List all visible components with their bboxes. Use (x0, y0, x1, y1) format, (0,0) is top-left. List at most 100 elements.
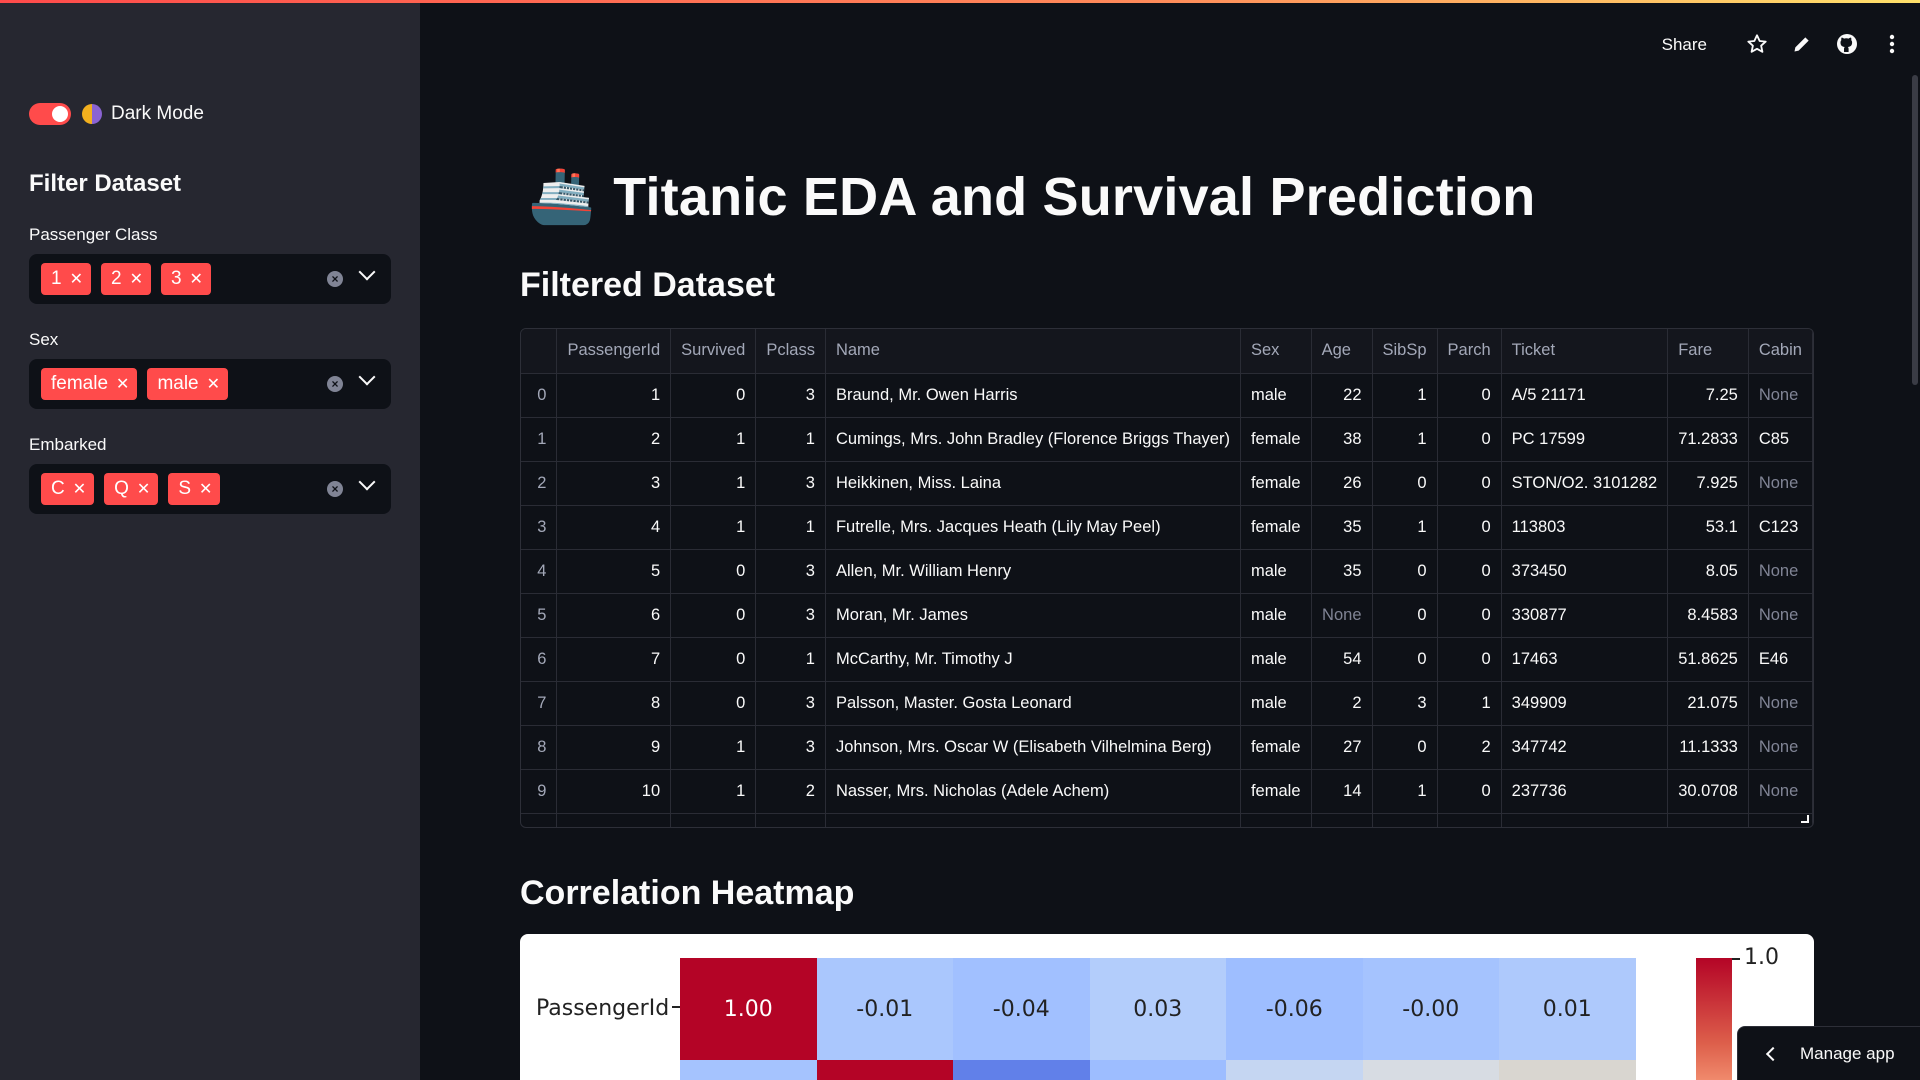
cell-fare[interactable]: 8.4583 (1667, 593, 1749, 638)
chip-embarked-s[interactable]: S ✕ (168, 473, 221, 505)
cell-pclass[interactable]: 3 (755, 593, 826, 638)
cell-ticket[interactable]: 347742 (1501, 725, 1669, 770)
cell-index[interactable]: 5 (521, 593, 558, 638)
chip-male[interactable]: male ✕ (147, 368, 229, 400)
github-icon[interactable] (1834, 31, 1860, 57)
cell-sex[interactable]: male (1240, 593, 1312, 638)
cell-index[interactable]: 9 (521, 769, 558, 814)
cell-sex[interactable]: male (1240, 637, 1312, 682)
cell-survived[interactable]: 0 (670, 681, 757, 726)
clear-all-icon[interactable]: × (327, 481, 343, 497)
cell-age[interactable]: 35 (1311, 505, 1373, 550)
cell-pclass[interactable]: 3 (755, 461, 826, 506)
cell-parch[interactable]: 0 (1437, 505, 1502, 550)
cell-sex[interactable]: female (1240, 725, 1312, 770)
remove-chip-icon[interactable]: ✕ (69, 271, 83, 288)
sex-multiselect[interactable]: female ✕ male ✕ × (29, 359, 391, 409)
cell-passengerid[interactable]: 10 (556, 769, 672, 814)
cell-passengerid[interactable]: 1 (556, 373, 672, 418)
remove-chip-icon[interactable]: ✕ (199, 481, 213, 498)
cell-sibsp[interactable]: 0 (1372, 593, 1438, 638)
manage-app-button[interactable]: Manage app (1737, 1026, 1920, 1080)
cell-passengerid[interactable]: 9 (556, 725, 672, 770)
cell-fare[interactable]: 8.05 (1667, 549, 1749, 594)
cell-fare[interactable]: 7.925 (1667, 461, 1749, 506)
remove-chip-icon[interactable]: ✕ (136, 481, 151, 498)
cell-sibsp[interactable]: 3 (1372, 681, 1438, 726)
cell-index[interactable]: 2 (521, 461, 558, 506)
cell-ticket[interactable]: 330877 (1501, 593, 1669, 638)
cell-survived[interactable]: 1 (670, 505, 757, 550)
cell-name[interactable]: Johnson, Mrs. Oscar W (Elisabeth Vilhelm… (825, 725, 1241, 770)
cell-pclass[interactable]: 1 (755, 505, 826, 550)
cell-parch[interactable]: 0 (1437, 461, 1502, 506)
cell-age[interactable]: 54 (1311, 637, 1373, 682)
cell-fare[interactable]: 21.075 (1667, 681, 1749, 726)
column-header-ticket[interactable]: Ticket (1501, 329, 1669, 374)
cell-index[interactable]: 3 (521, 505, 558, 550)
main-scrollbar[interactable] (1912, 75, 1918, 385)
cell-index[interactable]: 0 (521, 373, 558, 418)
cell-passengerid[interactable]: 3 (556, 461, 672, 506)
cell-survived[interactable]: 1 (670, 769, 757, 814)
resize-handle-icon[interactable] (1801, 815, 1809, 823)
column-header-survived[interactable]: Survived (670, 329, 757, 374)
clear-all-icon[interactable]: × (327, 271, 343, 287)
cell-age[interactable]: 2 (1311, 681, 1373, 726)
cell-sibsp[interactable]: 1 (1372, 769, 1438, 814)
cell-sex[interactable]: female (1240, 505, 1312, 550)
cell-parch[interactable]: 0 (1437, 417, 1502, 462)
cell-sibsp[interactable]: 1 (1372, 417, 1438, 462)
cell-index[interactable]: 4 (521, 549, 558, 594)
cell-cabin[interactable]: None (1748, 461, 1813, 506)
cell-name[interactable]: Moran, Mr. James (825, 593, 1241, 638)
chip-embarked-q[interactable]: Q ✕ (104, 473, 159, 505)
cell-age[interactable]: 14 (1311, 769, 1373, 814)
cell-ticket[interactable]: 349909 (1501, 681, 1669, 726)
cell-fare[interactable]: 71.2833 (1667, 417, 1749, 462)
cell-sex[interactable]: male (1240, 549, 1312, 594)
cell-cabin[interactable]: None (1748, 593, 1813, 638)
cell-fare[interactable]: 51.8625 (1667, 637, 1749, 682)
cell-pclass[interactable]: 2 (755, 769, 826, 814)
remove-chip-icon[interactable]: ✕ (206, 376, 221, 393)
cell-survived[interactable]: 0 (670, 373, 757, 418)
cell-passengerid[interactable]: 2 (556, 417, 672, 462)
cell-ticket[interactable]: STON/O2. 3101282 (1501, 461, 1669, 506)
cell-survived[interactable]: 1 (670, 417, 757, 462)
cell-ticket[interactable]: 373450 (1501, 549, 1669, 594)
remove-chip-icon[interactable]: ✕ (189, 271, 203, 288)
cell-survived[interactable]: 0 (670, 549, 757, 594)
cell-ticket[interactable]: A/5 21171 (1501, 373, 1669, 418)
cell-sibsp[interactable]: 1 (1372, 373, 1438, 418)
chip-female[interactable]: female ✕ (41, 368, 138, 400)
cell-sex[interactable]: female (1240, 461, 1312, 506)
cell-parch[interactable]: 2 (1437, 725, 1502, 770)
cell-name[interactable]: Braund, Mr. Owen Harris (825, 373, 1241, 418)
cell-sex[interactable]: male (1240, 681, 1312, 726)
cell-fare[interactable]: 11.1333 (1667, 725, 1749, 770)
chip-embarked-c[interactable]: C ✕ (41, 473, 95, 505)
cell-sibsp[interactable]: 0 (1372, 461, 1438, 506)
cell-name[interactable]: Nasser, Mrs. Nicholas (Adele Achem) (825, 769, 1241, 814)
cell-cabin[interactable]: E46 (1748, 637, 1813, 682)
cell-sibsp[interactable]: 0 (1372, 549, 1438, 594)
table-row[interactable]: 0 1 0 3 Braund, Mr. Owen Harris male 22 1 0 A/5 2… (521, 373, 1813, 418)
table-row[interactable]: 3 4 1 1 Futrelle, Mrs. Jacques Heath (Lily M… (521, 505, 1813, 550)
cell-passengerid[interactable]: 4 (556, 505, 672, 550)
cell-fare[interactable]: 30.0708 (1667, 769, 1749, 814)
cell-age[interactable]: 35 (1311, 549, 1373, 594)
cell-cabin[interactable]: None (1748, 373, 1813, 418)
cell-pclass[interactable]: 3 (755, 681, 826, 726)
cell-name[interactable]: Heikkinen, Miss. Laina (825, 461, 1241, 506)
chip-class-1[interactable]: 1 ✕ (41, 263, 91, 295)
cell-parch[interactable]: 0 (1437, 769, 1502, 814)
cell-survived[interactable]: 1 (670, 725, 757, 770)
column-header-sex[interactable]: Sex (1240, 329, 1312, 374)
chevron-down-icon[interactable] (358, 263, 376, 281)
table-row[interactable]: 5 6 0 3 Moran, Mr. James male None 0 0 330877 8.45… (521, 593, 1813, 638)
cell-name[interactable]: McCarthy, Mr. Timothy J (825, 637, 1241, 682)
column-header-cabin[interactable]: Cabin (1748, 329, 1813, 374)
cell-cabin[interactable]: C85 (1748, 417, 1813, 462)
